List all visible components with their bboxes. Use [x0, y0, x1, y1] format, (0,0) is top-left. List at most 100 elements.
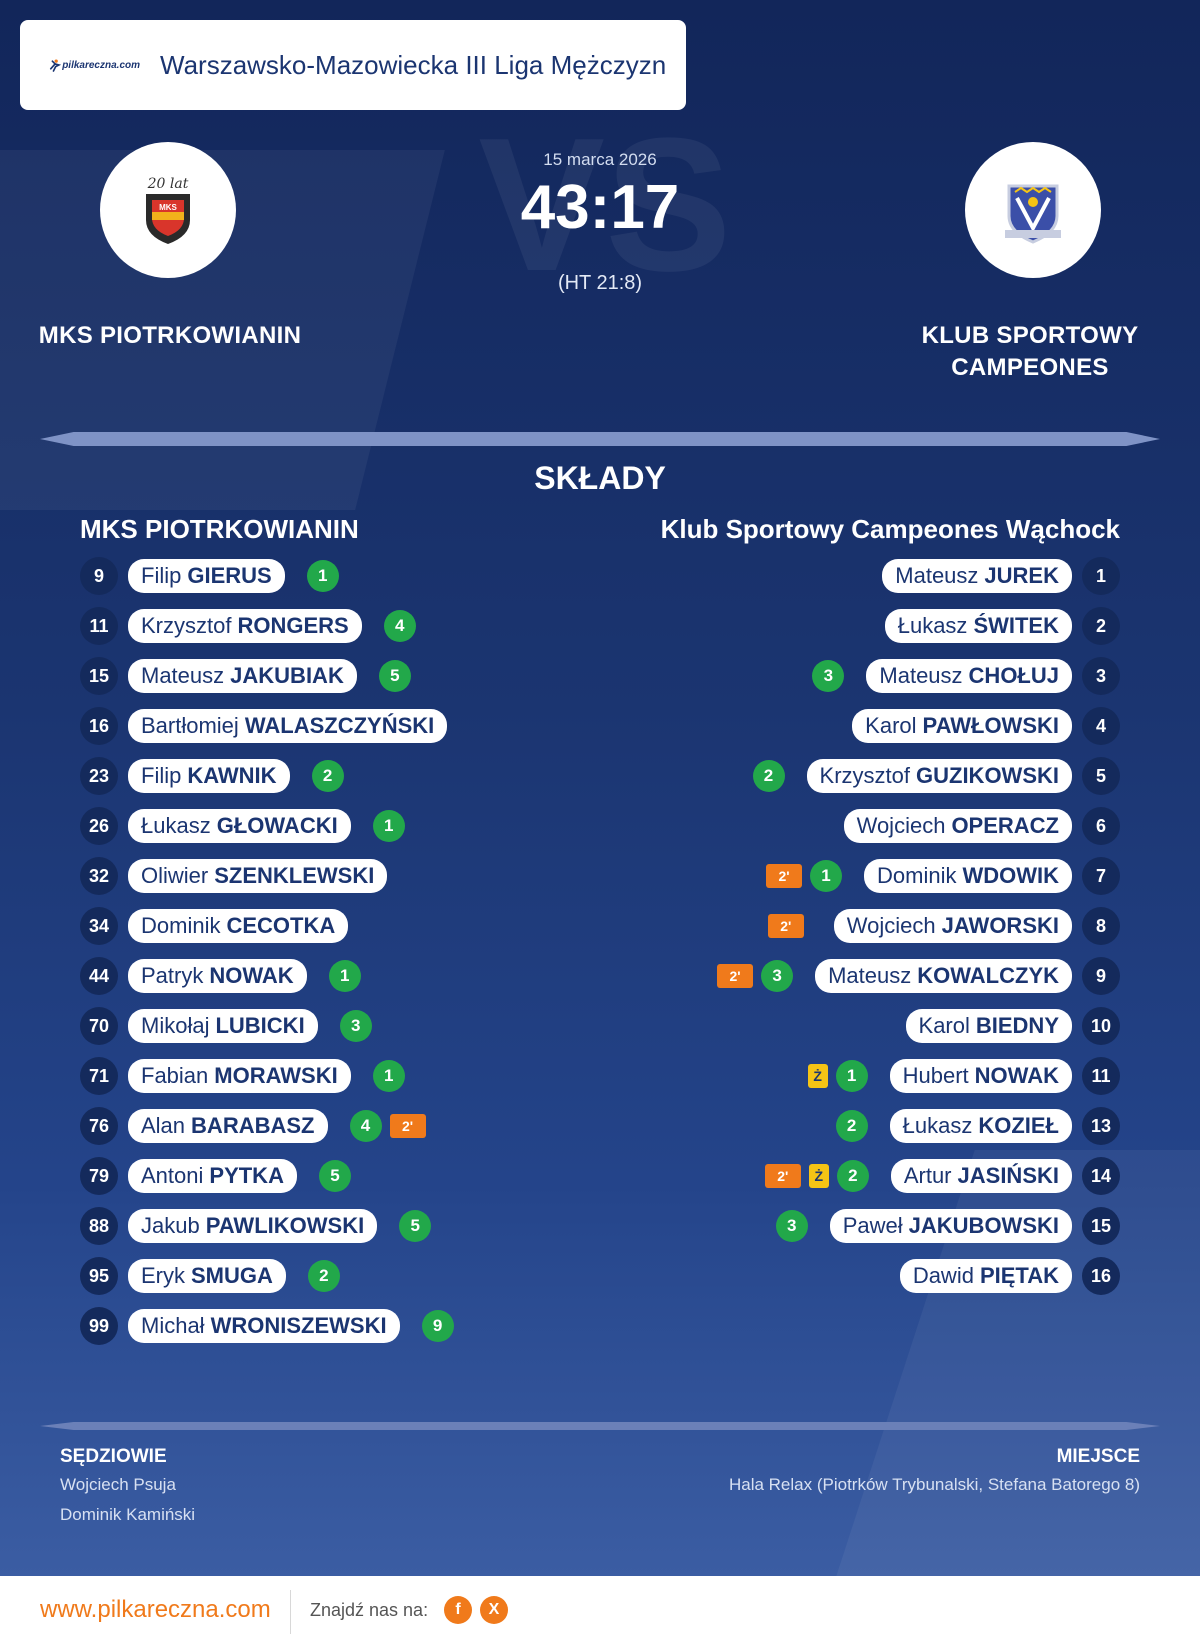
player-name[interactable]: Dominik WDOWIK: [864, 859, 1072, 893]
facebook-icon[interactable]: f: [444, 1596, 472, 1624]
player-row[interactable]: 70 Mikołaj LUBICKI 3: [80, 1006, 372, 1046]
player-last-name: GŁOWACKI: [216, 813, 338, 838]
player-row[interactable]: 79 Antoni PYTKA 5: [80, 1156, 351, 1196]
player-row[interactable]: 10 Karol BIEDNY: [905, 1006, 1120, 1046]
player-row[interactable]: 8 Wojciech JAWORSKI 2': [767, 906, 1120, 946]
league-title: Warszawsko-Mazowiecka III Liga Mężczyzn: [160, 49, 667, 80]
player-name[interactable]: Wojciech JAWORSKI: [833, 909, 1072, 943]
player-name[interactable]: Łukasz ŚWITEK: [884, 609, 1072, 643]
player-row[interactable]: 4 Karol PAWŁOWSKI: [852, 706, 1120, 746]
suspension-badge: 2': [766, 864, 802, 888]
player-row[interactable]: 14 Artur JASIŃSKI 2 Ż 2': [764, 1156, 1120, 1196]
away-team-name-line2: CAMPEONES: [951, 354, 1109, 381]
player-last-name: PAWŁOWSKI: [922, 713, 1059, 738]
player-number: 16: [80, 707, 118, 745]
player-name[interactable]: Michał WRONISZEWSKI: [128, 1309, 400, 1343]
player-name[interactable]: Mateusz JAKUBIAK: [128, 659, 357, 693]
player-name[interactable]: Łukasz KOZIEŁ: [889, 1109, 1072, 1143]
player-name[interactable]: Karol PAWŁOWSKI: [852, 709, 1072, 743]
player-name[interactable]: Artur JASIŃSKI: [890, 1159, 1072, 1193]
player-stats: 2: [835, 1110, 868, 1142]
player-row[interactable]: 88 Jakub PAWLIKOWSKI 5: [80, 1206, 432, 1246]
player-stats: 5: [399, 1210, 432, 1242]
player-row[interactable]: 71 Fabian MORAWSKI 1: [80, 1056, 405, 1096]
goals-badge: 5: [399, 1210, 432, 1242]
yellow-card-icon: Ż: [808, 1164, 829, 1188]
player-row[interactable]: 99 Michał WRONISZEWSKI 9: [80, 1306, 454, 1346]
player-first-name: Mateusz: [141, 663, 225, 688]
player-row[interactable]: 1 Mateusz JUREK: [882, 556, 1120, 596]
player-row[interactable]: 5 Krzysztof GUZIKOWSKI 2: [752, 756, 1120, 796]
player-name[interactable]: Eryk SMUGA: [128, 1259, 286, 1293]
player-name[interactable]: Oliwier SZENKLEWSKI: [128, 859, 388, 893]
player-number: 23: [80, 757, 118, 795]
player-first-name: Karol: [918, 1013, 970, 1038]
player-name[interactable]: Filip GIERUS: [128, 559, 285, 593]
player-last-name: JAWORSKI: [941, 913, 1059, 938]
player-row[interactable]: 3 Mateusz CHOŁUJ 3: [812, 656, 1120, 696]
player-number: 2: [1082, 607, 1120, 645]
player-row[interactable]: 15 Paweł JAKUBOWSKI 3: [775, 1206, 1120, 1246]
player-stats: 1: [328, 960, 361, 992]
player-name[interactable]: Mateusz CHOŁUJ: [866, 659, 1072, 693]
player-row[interactable]: 9 Filip GIERUS 1: [80, 556, 339, 596]
site-logo[interactable]: pilkareczna.com: [48, 48, 140, 82]
player-name[interactable]: Jakub PAWLIKOWSKI: [128, 1209, 378, 1243]
player-last-name: BIEDNY: [975, 1013, 1059, 1038]
x-icon[interactable]: X: [480, 1596, 508, 1624]
player-first-name: Dominik: [141, 913, 221, 938]
lineups-title: SKŁADY: [534, 460, 666, 496]
player-name[interactable]: Mateusz JUREK: [882, 559, 1072, 593]
match-report-panel: VS pilkareczna.com Warszawsko-Mazowiecka…: [0, 0, 1200, 1576]
player-name[interactable]: Wojciech OPERACZ: [843, 809, 1072, 843]
player-name[interactable]: Antoni PYTKA: [128, 1159, 297, 1193]
player-row[interactable]: 16 Bartłomiej WALASZCZYŃSKI: [80, 706, 448, 746]
player-row[interactable]: 23 Filip KAWNIK 2: [80, 756, 344, 796]
player-name[interactable]: Mateusz KOWALCZYK: [815, 959, 1072, 993]
site-link[interactable]: www.pilkareczna.com: [40, 1596, 271, 1623]
player-name[interactable]: Dominik CECOTKA: [128, 909, 349, 943]
svg-text:MKS: MKS: [159, 203, 177, 212]
player-row[interactable]: 26 Łukasz GŁOWACKI 1: [80, 806, 405, 846]
player-first-name: Michał: [141, 1313, 205, 1338]
goals-badge: 5: [378, 660, 411, 692]
final-score: 43:17: [520, 173, 680, 242]
goals-badge: 4: [383, 610, 416, 642]
player-row[interactable]: 13 Łukasz KOZIEŁ 2: [835, 1106, 1120, 1146]
player-name[interactable]: Krzysztof GUZIKOWSKI: [806, 759, 1072, 793]
player-row[interactable]: 34 Dominik CECOTKA: [80, 906, 349, 946]
player-row[interactable]: 6 Wojciech OPERACZ: [843, 806, 1120, 846]
player-name[interactable]: Fabian MORAWSKI: [128, 1059, 351, 1093]
player-row[interactable]: 9 Mateusz KOWALCZYK 3 2': [717, 956, 1120, 996]
player-last-name: NOWAK: [209, 963, 294, 988]
player-row[interactable]: 2 Łukasz ŚWITEK: [884, 606, 1120, 646]
player-name[interactable]: Mikołaj LUBICKI: [128, 1009, 318, 1043]
player-name[interactable]: Patryk NOWAK: [128, 959, 307, 993]
player-name[interactable]: Łukasz GŁOWACKI: [128, 809, 351, 843]
player-first-name: Eryk: [141, 1263, 185, 1288]
player-name[interactable]: Hubert NOWAK: [889, 1059, 1072, 1093]
player-name[interactable]: Dawid PIĘTAK: [899, 1259, 1072, 1293]
goals-badge: 2: [835, 1110, 868, 1142]
player-first-name: Filip: [141, 563, 182, 588]
referee-name: Dominik Kamiński: [60, 1505, 196, 1524]
player-first-name: Mateusz: [879, 663, 963, 688]
player-row[interactable]: 16 Dawid PIĘTAK: [899, 1256, 1120, 1296]
player-row[interactable]: 76 Alan BARABASZ 4 2': [80, 1106, 426, 1146]
player-row[interactable]: 32 Oliwier SZENKLEWSKI: [80, 856, 388, 896]
player-name[interactable]: Krzysztof RONGERS: [128, 609, 362, 643]
player-row[interactable]: 7 Dominik WDOWIK 1 2': [766, 856, 1120, 896]
player-row[interactable]: 11 Hubert NOWAK 1 Ż: [807, 1056, 1120, 1096]
player-name[interactable]: Karol BIEDNY: [905, 1009, 1072, 1043]
player-row[interactable]: 15 Mateusz JAKUBIAK 5: [80, 656, 411, 696]
player-name[interactable]: Filip KAWNIK: [128, 759, 290, 793]
player-name[interactable]: Paweł JAKUBOWSKI: [829, 1209, 1072, 1243]
player-row[interactable]: 95 Eryk SMUGA 2: [80, 1256, 340, 1296]
player-number: 5: [1082, 757, 1120, 795]
player-name[interactable]: Alan BARABASZ: [128, 1109, 328, 1143]
player-row[interactable]: 11 Krzysztof RONGERS 4: [80, 606, 416, 646]
player-last-name: WDOWIK: [962, 863, 1059, 888]
goals-badge: 1: [810, 860, 842, 892]
player-row[interactable]: 44 Patryk NOWAK 1: [80, 956, 361, 996]
player-name[interactable]: Bartłomiej WALASZCZYŃSKI: [128, 709, 448, 743]
